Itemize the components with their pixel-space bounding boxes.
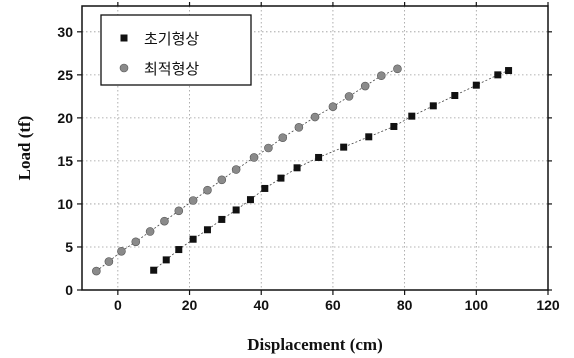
x-tick-label: 80 [397, 297, 413, 313]
data-point-1 [189, 235, 197, 243]
data-point-2 [310, 112, 320, 122]
data-point-1 [150, 266, 158, 274]
data-point-1 [494, 71, 502, 79]
data-point-1 [277, 174, 285, 182]
data-point-2 [92, 266, 101, 276]
axis-ticks: 0 20 40 60 80 100 120 0 5 10 15 20 25 30 [57, 2, 560, 313]
y-tick-label: 0 [65, 282, 73, 298]
legend-box [100, 14, 252, 86]
x-tick-label: 120 [536, 297, 560, 313]
data-point-2 [249, 153, 259, 162]
data-point-2 [294, 123, 304, 132]
data-point-1 [232, 206, 240, 214]
data-markers [92, 64, 513, 276]
data-point-1 [340, 143, 348, 151]
y-tick-label: 20 [57, 110, 73, 126]
data-point-2 [393, 64, 402, 74]
y-tick-label: 25 [57, 67, 73, 83]
data-point-1 [246, 196, 254, 204]
data-point-2 [188, 196, 198, 205]
data-point-1 [175, 246, 183, 254]
legend-marker-2 [119, 63, 129, 73]
data-point-2 [278, 133, 288, 142]
legend-label-1: 초기형상 [144, 30, 199, 48]
data-point-1 [218, 215, 226, 223]
data-point-2 [360, 81, 370, 91]
data-point-2 [145, 227, 155, 236]
x-axis-title: Displacement (cm) [247, 335, 383, 354]
y-tick-label: 30 [57, 24, 73, 40]
data-point-1 [261, 184, 269, 192]
legend-marker-1 [120, 34, 128, 42]
data-point-2 [203, 185, 212, 195]
x-tick-label: 60 [325, 297, 341, 313]
data-point-2 [131, 237, 141, 247]
data-point-1 [390, 122, 398, 130]
y-tick-label: 5 [65, 239, 73, 255]
data-point-2 [344, 92, 354, 101]
data-point-2 [160, 216, 169, 226]
y-axis-title: Load (tf) [15, 116, 34, 181]
data-point-2 [328, 102, 338, 111]
x-tick-label: 20 [182, 297, 198, 313]
plot-frame [81, 5, 549, 291]
legend-label-2: 최적형상 [144, 60, 199, 78]
data-point-2 [117, 246, 126, 256]
x-tick-label: 40 [253, 297, 269, 313]
y-tick-label: 10 [57, 196, 73, 212]
data-point-2 [231, 165, 241, 174]
data-point-2 [264, 143, 273, 153]
x-tick-label: 100 [465, 297, 489, 313]
data-point-1 [408, 112, 416, 120]
y-tick-label: 15 [57, 153, 73, 169]
data-point-2 [377, 71, 386, 81]
data-point-1 [365, 133, 373, 141]
data-point-1 [429, 102, 437, 110]
data-point-2 [174, 206, 184, 216]
x-tick-label: 0 [114, 297, 122, 313]
data-point-1 [293, 164, 301, 172]
data-point-1 [203, 226, 211, 234]
data-point-2 [217, 175, 227, 185]
data-point-2 [104, 257, 114, 266]
data-point-1 [451, 92, 459, 100]
data-point-1 [505, 67, 513, 75]
data-point-1 [162, 256, 170, 264]
data-point-1 [315, 153, 323, 161]
data-point-1 [472, 81, 480, 89]
